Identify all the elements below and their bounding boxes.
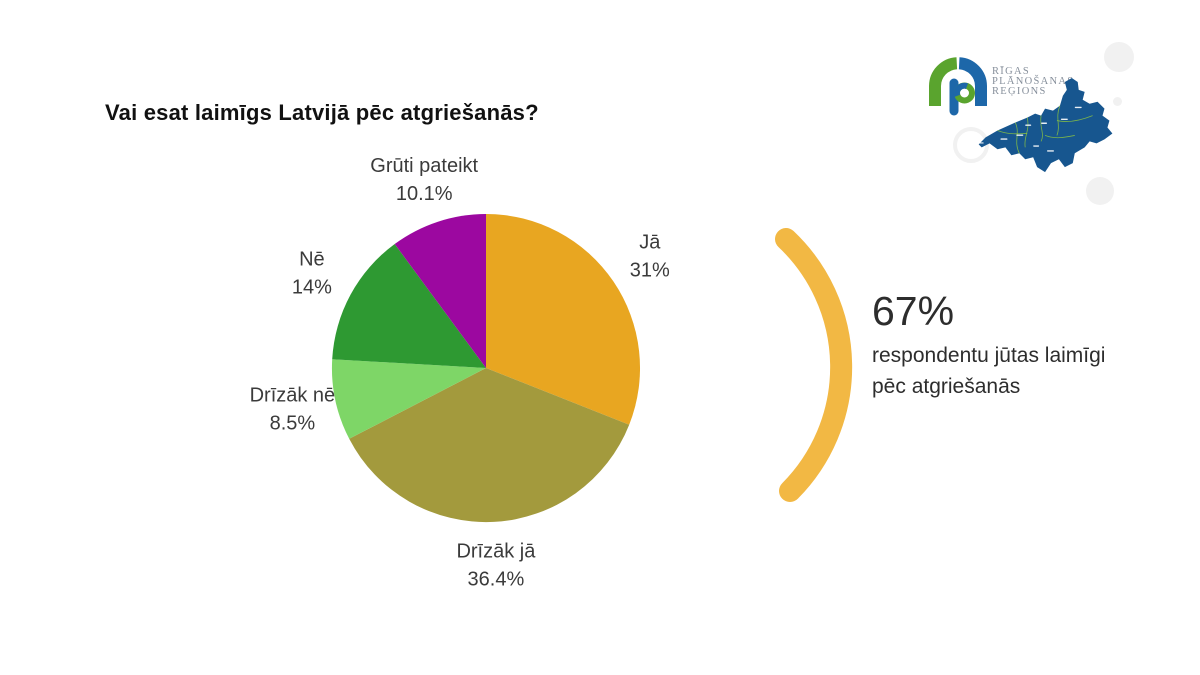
logo-text-line3: reģions	[992, 86, 1047, 97]
watermark-dot	[1113, 97, 1122, 106]
map-label-marks	[978, 106, 1082, 152]
happiness-callout: 67% respondentu jūtas laimīgi pēc atgrie…	[872, 288, 1105, 402]
riga-region-map-icon	[978, 77, 1113, 173]
watermark-ring	[953, 127, 989, 163]
happiness-arc	[775, 228, 853, 502]
pie-label-value-0: 31%	[630, 260, 670, 282]
callout-text-line2: pēc atgriešanās	[872, 375, 1021, 398]
rpr-logo: Rīgas plānošanas reģions	[905, 40, 1165, 200]
pie-label-name-1: Drīzāk jā	[456, 541, 536, 563]
pie-slice-0	[486, 214, 641, 425]
pie-slice-3	[332, 244, 486, 368]
pie-label-value-1: 36.4%	[468, 569, 525, 591]
pie-label-value-3: 14%	[292, 277, 332, 299]
watermark-circle-top	[1104, 42, 1134, 72]
pie-label-value-4: 10.1%	[396, 183, 453, 205]
pie-slice-4	[394, 214, 486, 368]
rpr-monogram-icon	[929, 57, 987, 116]
pie-label-name-2: Drīzāk nē	[250, 384, 336, 406]
pie-labels: Jā 31% Drīzāk jā 36.4% Drīzāk nē 8.5% Nē 14% Grū…	[250, 155, 670, 591]
pie-label-name-0: Jā	[639, 232, 661, 254]
pie-label-value-2: 8.5%	[270, 412, 316, 434]
pie-label-name-3: Nē	[299, 249, 325, 271]
pie-slices	[331, 214, 641, 523]
logo-text-line1: Rīgas	[992, 66, 1031, 77]
chart-title: Vai esat laimīgs Latvijā pēc atgriešanās…	[105, 100, 539, 125]
callout-percentage: 67%	[872, 288, 955, 334]
logo-text-line2: plānošanas	[992, 76, 1075, 87]
callout-text-line1: respondentu jūtas laimīgi	[872, 344, 1106, 367]
watermark-circle-bottom	[1086, 177, 1114, 205]
pie-label-name-4: Grūti pateikt	[370, 155, 478, 177]
pie-slice-1	[349, 368, 630, 523]
pie-slice-2	[331, 359, 486, 439]
